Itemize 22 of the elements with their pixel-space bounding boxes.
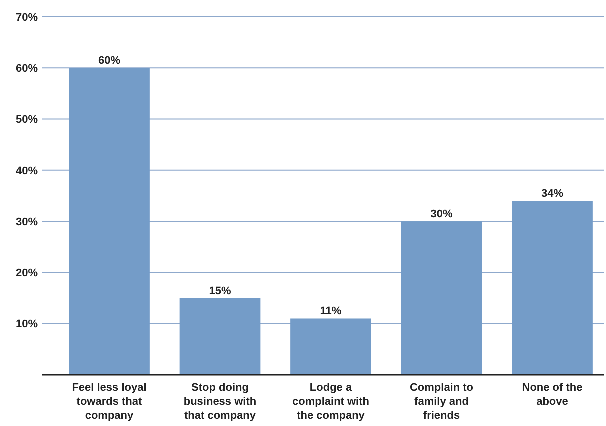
data-label: 30% — [430, 208, 453, 221]
bar — [401, 222, 482, 375]
y-tick-label: 40% — [16, 165, 38, 178]
bar — [180, 298, 261, 375]
y-tick-label: 60% — [16, 62, 38, 75]
data-label: 15% — [209, 285, 232, 298]
bar — [512, 201, 593, 375]
y-tick-label: 20% — [16, 268, 38, 280]
data-label: 60% — [98, 55, 121, 68]
x-tick-label: Complain to family and friends — [410, 382, 474, 422]
y-tick-label: 30% — [16, 216, 38, 228]
bar — [290, 318, 372, 375]
y-tick-label: 10% — [16, 318, 38, 331]
bar — [69, 68, 150, 375]
x-tick-label: Feel less loyal towards that company — [72, 382, 147, 422]
data-label: 34% — [541, 188, 564, 200]
data-label: 11% — [320, 306, 342, 318]
y-tick-label: 50% — [16, 114, 38, 126]
x-tick-label: Stop doing business with that company — [184, 382, 257, 422]
x-tick-label: None of the above — [522, 382, 583, 408]
y-tick-label: 70% — [16, 12, 38, 24]
x-tick-label: Lodge a complaint with the company — [292, 382, 370, 422]
